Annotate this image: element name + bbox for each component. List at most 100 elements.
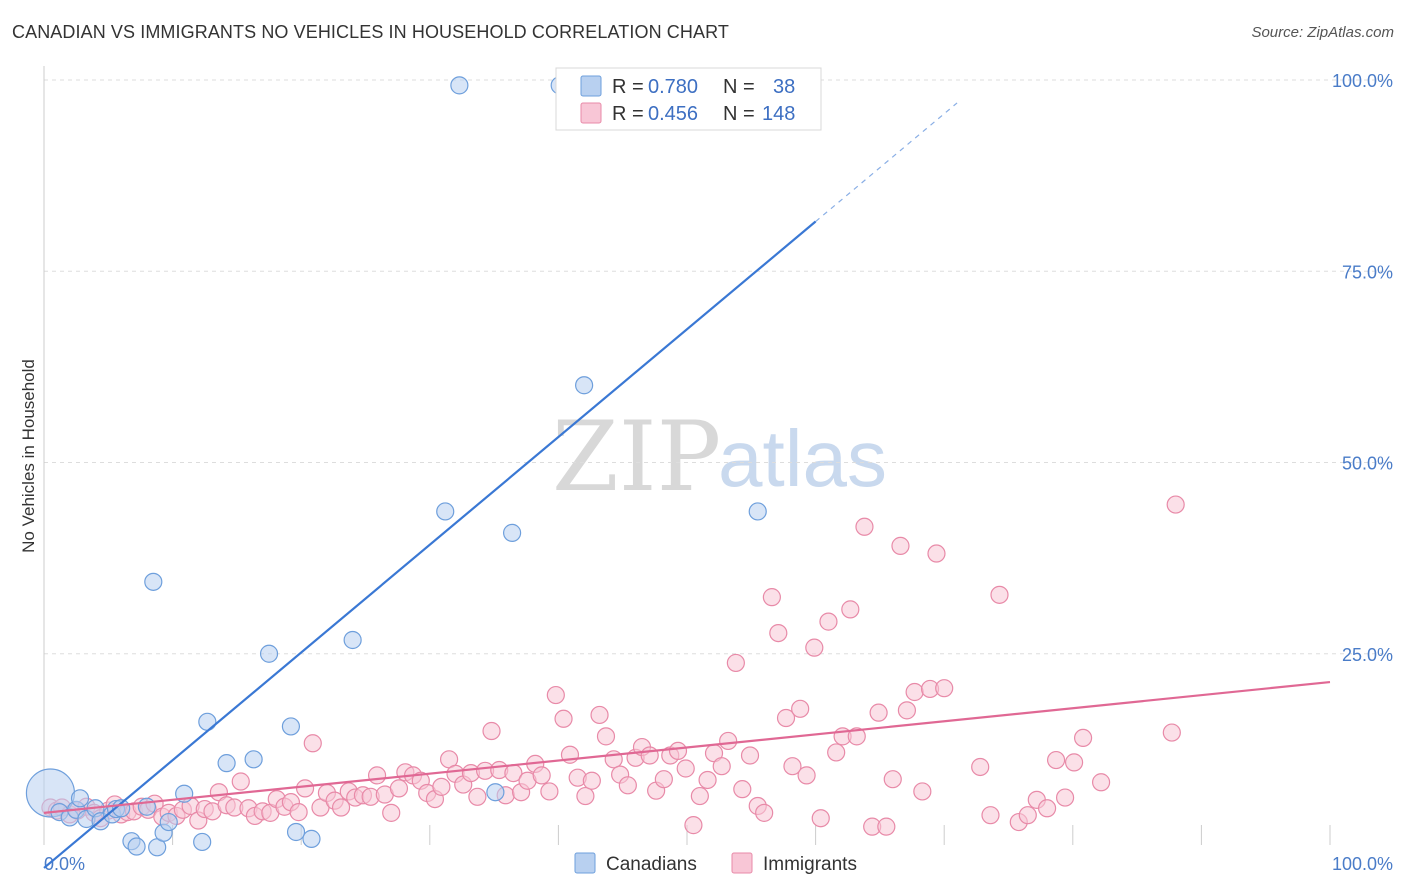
immigrants-point-110 [827, 743, 846, 762]
immigrants-point-103 [776, 708, 796, 728]
canadians-point-35 [748, 502, 767, 521]
immigrants-point-132 [1037, 799, 1057, 818]
immigrants-point-84 [640, 746, 659, 765]
legend-n-label-1: N = [723, 76, 755, 98]
y-tick-label-1: 50.0% [1342, 454, 1393, 474]
immigrants-point-102 [769, 623, 788, 643]
immigrants-trend-line [43, 680, 1331, 814]
immigrants-point-78 [596, 727, 616, 746]
bottom-legend-canadians: Canadians [606, 854, 697, 875]
canadians-point-31 [503, 523, 522, 542]
immigrants-point-77 [590, 705, 609, 725]
immigrants-point-62 [482, 721, 501, 741]
immigrants-point-120 [897, 701, 917, 720]
immigrants-point-135 [1064, 753, 1084, 772]
immigrants-point-105 [791, 699, 810, 718]
immigrants-point-112 [841, 600, 860, 619]
immigrants-point-89 [676, 759, 695, 778]
canadians-point-21 [217, 754, 236, 773]
y-tick-label-2: 75.0% [1342, 262, 1393, 282]
canadians-point-22 [244, 750, 263, 769]
immigrants-point-124 [927, 544, 946, 563]
immigrants-point-94 [712, 757, 731, 776]
grid-lines [44, 79, 1395, 655]
legend-n-value-1: 38 [773, 76, 795, 98]
canadians-point-28 [436, 502, 455, 521]
y-tick-label-3: 100.0% [1332, 71, 1393, 91]
data-points [25, 76, 1185, 857]
trend-lines [43, 102, 1331, 869]
watermark-atlas: atlas [718, 414, 887, 503]
immigrants-point-49 [389, 779, 409, 798]
immigrants-point-114 [855, 517, 874, 536]
canadians-point-4 [70, 789, 90, 808]
immigrants-point-116 [869, 703, 888, 722]
immigrants-point-86 [654, 770, 673, 789]
canadians-point-19 [193, 832, 212, 852]
bottom-legend: Canadians Immigrants [574, 852, 857, 875]
canadians-point-33 [575, 376, 594, 395]
immigrants-point-75 [576, 786, 595, 806]
immigrants-point-81 [618, 776, 637, 795]
immigrants-point-97 [733, 780, 752, 799]
immigrants-point-48 [382, 803, 401, 822]
immigrants-point-72 [554, 709, 573, 728]
source-label: Source: ZipAtlas.com [1251, 24, 1394, 41]
legend-n-value-2: 148 [762, 103, 795, 125]
immigrants-point-36 [295, 779, 315, 798]
canadians-point-12 [127, 837, 146, 856]
immigrants-point-108 [811, 809, 830, 828]
immigrants-point-126 [971, 757, 990, 777]
legend-r-label-1: R = [612, 76, 644, 98]
legend-swatch-immigrants [580, 102, 602, 124]
y-tick-label-0: 25.0% [1342, 645, 1393, 665]
immigrants-point-100 [755, 803, 774, 822]
immigrants-point-113 [847, 727, 866, 746]
immigrants-point-70 [540, 782, 559, 801]
immigrants-point-128 [990, 585, 1009, 604]
immigrants-point-88 [668, 741, 688, 761]
canadians-trend-line [43, 220, 817, 869]
immigrants-point-137 [1091, 773, 1111, 792]
immigrants-point-41 [331, 798, 351, 817]
immigrants-point-118 [883, 770, 902, 789]
immigrants-point-55 [432, 777, 451, 796]
immigrants-point-121 [905, 682, 924, 702]
canadians-point-29 [450, 76, 469, 95]
canadians-point-23 [259, 644, 279, 663]
immigrants-point-60 [468, 787, 487, 806]
legend-r-value-2: 0.456 [648, 103, 698, 125]
immigrants-point-136 [1073, 728, 1093, 748]
immigrants-point-96 [726, 653, 745, 673]
legend-swatch-canadians [580, 75, 602, 97]
y-axis-title: No Vehicles in Household [19, 359, 38, 553]
immigrants-point-139 [1166, 495, 1185, 514]
immigrants-point-69 [532, 766, 551, 785]
tick-labels: 25.0%50.0%75.0%100.0%0.0% 100.0% [44, 71, 1393, 874]
immigrants-point-117 [877, 817, 896, 836]
immigrants-point-27 [231, 772, 250, 791]
legend-r-value-1: 0.780 [648, 76, 698, 98]
immigrants-point-92 [698, 770, 717, 790]
immigrants-point-46 [367, 766, 387, 785]
immigrants-point-91 [690, 786, 709, 806]
immigrants-point-109 [819, 612, 838, 631]
bottom-legend-swatch-immigrants [731, 852, 753, 874]
immigrants-point-101 [762, 588, 781, 607]
immigrants-point-134 [1055, 788, 1075, 807]
canadians-point-24 [281, 717, 301, 736]
immigrants-point-106 [797, 766, 816, 785]
canadians-point-27 [343, 630, 362, 650]
canadians-point-14 [144, 572, 163, 591]
bottom-legend-swatch-canadians [574, 852, 596, 874]
immigrants-point-125 [935, 679, 954, 698]
immigrants-point-71 [546, 685, 565, 705]
x-tick-label-1: 100.0% [1332, 854, 1393, 874]
watermark-zip: ZIP [552, 401, 721, 513]
immigrants-point-76 [582, 771, 601, 790]
legend: R = 0.780 N = 38 R = 0.456 N = 148 [555, 67, 822, 131]
canadians-point-25 [286, 822, 306, 842]
immigrants-point-122 [913, 782, 932, 801]
canadians-point-17 [159, 812, 178, 832]
